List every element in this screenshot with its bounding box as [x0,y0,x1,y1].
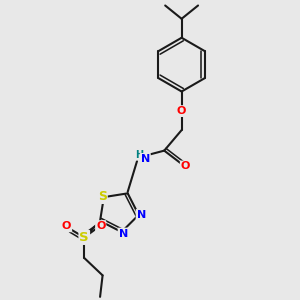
Text: O: O [62,221,71,231]
Text: N: N [118,229,128,238]
Text: O: O [177,106,186,116]
Text: O: O [181,161,190,171]
Text: O: O [96,221,105,231]
Text: N: N [141,154,150,164]
Text: H: H [136,150,144,160]
Text: N: N [136,210,146,220]
Text: S: S [80,231,89,244]
Text: S: S [98,190,107,203]
